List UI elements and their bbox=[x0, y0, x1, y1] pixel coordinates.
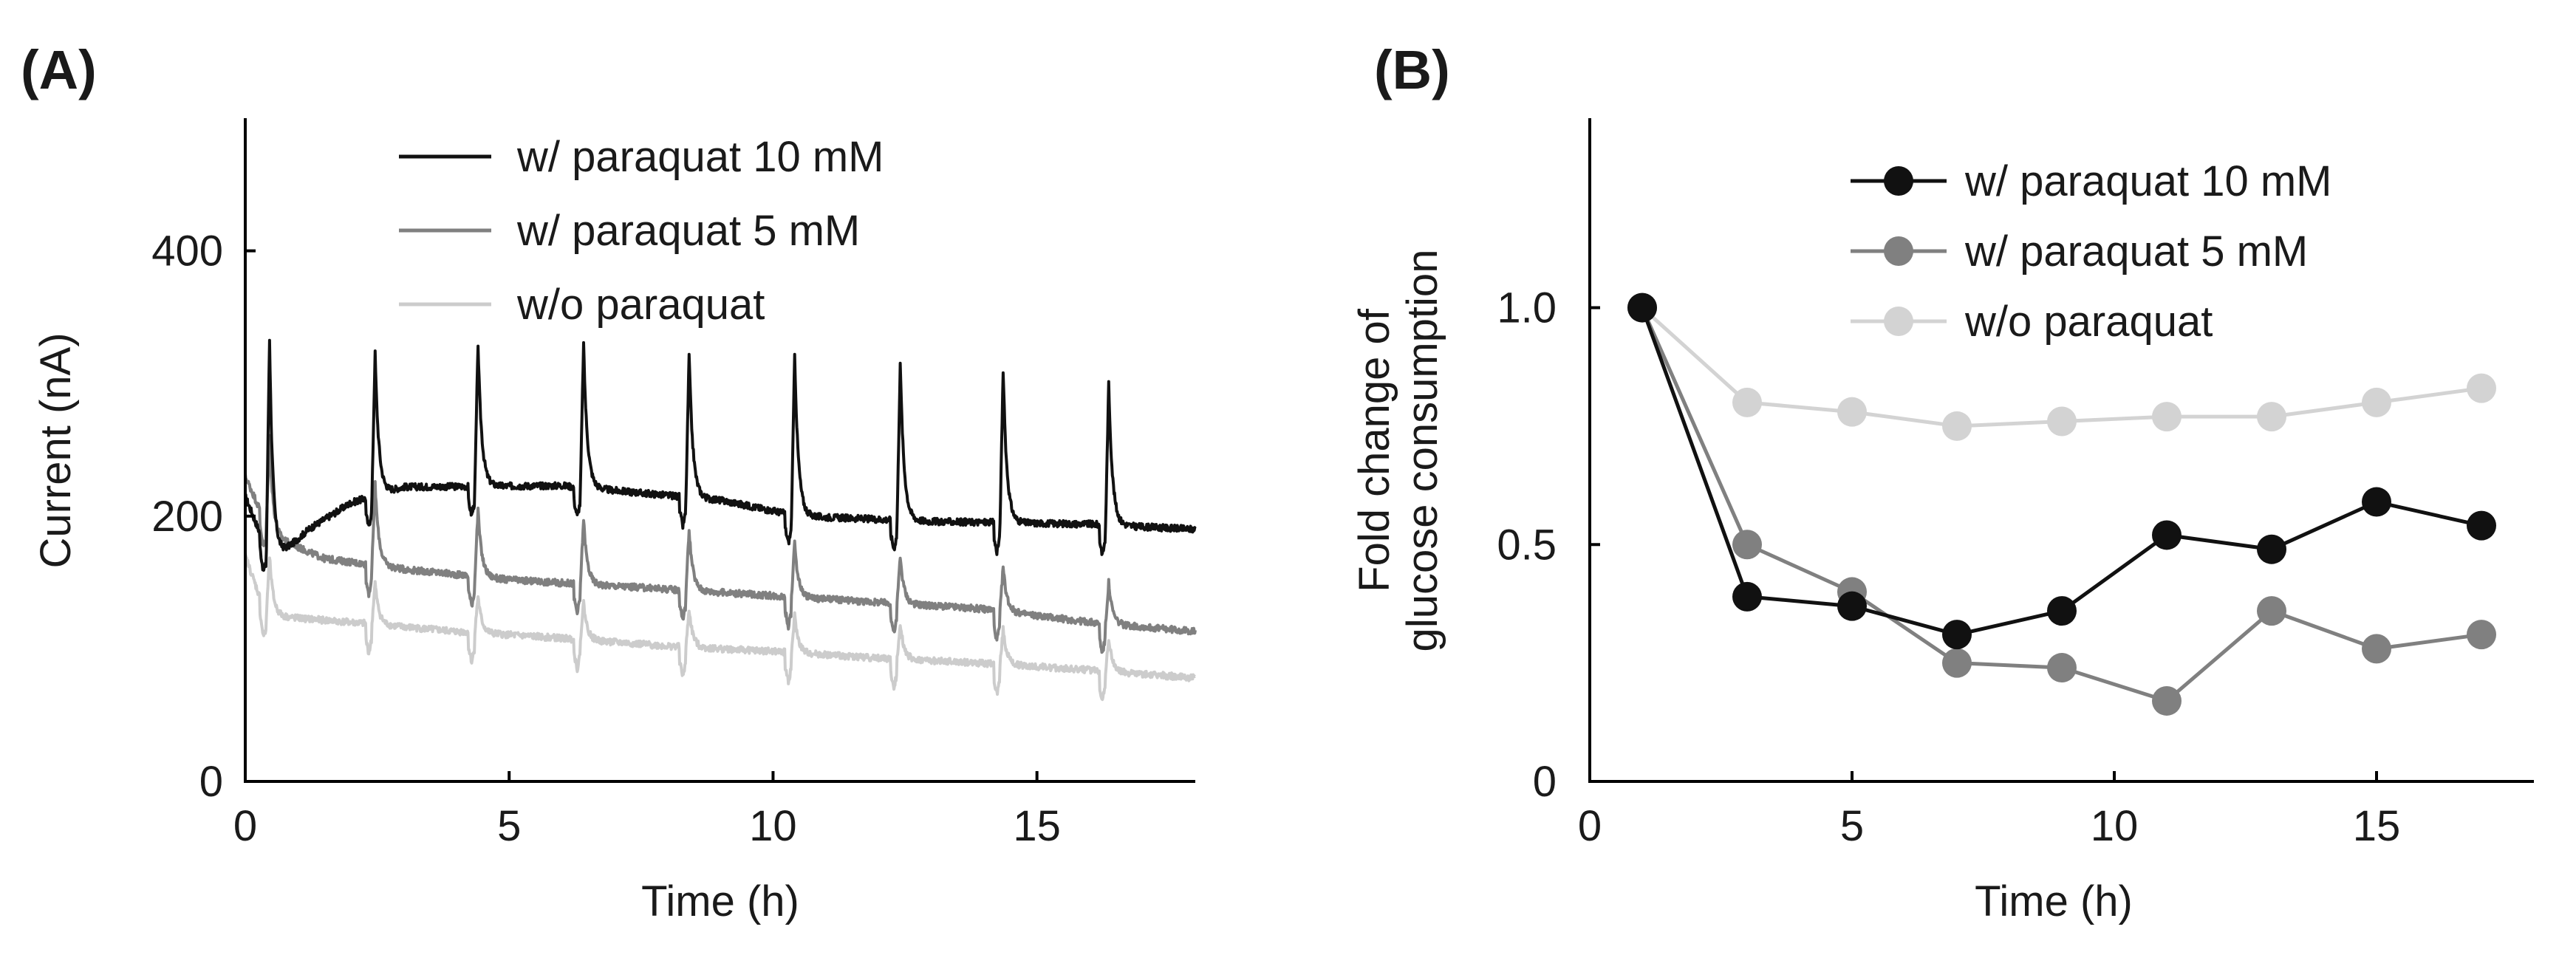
data-point-w-o-paraquat bbox=[2152, 402, 2182, 432]
data-point-w-o-paraquat bbox=[1837, 397, 1867, 427]
y-tick-label: 0 bbox=[1533, 758, 1557, 806]
legend-label-w-paraquat-10-mm: w/ paraquat 10 mM bbox=[1964, 157, 2331, 205]
data-point-w-paraquat-5-mm bbox=[2257, 596, 2286, 626]
data-point-w-o-paraquat bbox=[2362, 387, 2391, 417]
legend-label-w-paraquat-5-mm: w/ paraquat 5 mM bbox=[1964, 227, 2308, 275]
data-point-w-paraquat-10-mm bbox=[1942, 620, 1972, 650]
panel-b-series bbox=[1627, 292, 2496, 716]
panel-a-xlabel: Time (h) bbox=[641, 877, 799, 925]
legend-label-w-paraquat-10-mm: w/ paraquat 10 mM bbox=[516, 133, 884, 181]
x-tick-label: 15 bbox=[1013, 802, 1061, 850]
data-point-w-paraquat-10-mm bbox=[2467, 510, 2496, 541]
series-line-w-paraquat-5-mm bbox=[1640, 307, 2482, 703]
panel-b-ticks: 0 5 10 15 0 0.5 1.0 bbox=[1497, 284, 2400, 850]
series-line-w-o-paraquat bbox=[244, 552, 1197, 702]
data-point-w-o-paraquat bbox=[2467, 373, 2496, 403]
panel-a-series bbox=[244, 338, 1197, 702]
data-point-w-paraquat-5-mm bbox=[2467, 620, 2496, 650]
x-tick-label: 5 bbox=[1840, 802, 1864, 850]
x-tick-label: 0 bbox=[1578, 802, 1602, 850]
data-point-w-o-paraquat bbox=[2257, 402, 2286, 432]
y-tick-label: 0.5 bbox=[1497, 521, 1557, 569]
panel-b-ylabel-line1: Fold change of bbox=[1350, 308, 1398, 592]
panel-b-ylabel-line2: glucose consumption bbox=[1398, 250, 1446, 652]
data-point-w-paraquat-5-mm bbox=[1942, 648, 1972, 678]
panel-a-label: (A) bbox=[21, 39, 97, 100]
y-tick-label: 200 bbox=[151, 493, 223, 541]
data-point-w-paraquat-5-mm bbox=[2047, 653, 2077, 683]
data-point-w-paraquat-10-mm bbox=[2362, 487, 2391, 517]
panel-b-label: (B) bbox=[1374, 39, 1450, 100]
data-point-w-paraquat-10-mm bbox=[2152, 520, 2182, 550]
data-point-w-paraquat-10-mm bbox=[1837, 591, 1867, 621]
panel-b-legend: w/ paraquat 10 mM w/ paraquat 5 mM w/o par… bbox=[1851, 157, 2331, 346]
data-point-w-o-paraquat bbox=[1942, 411, 1972, 441]
legend-label-w-o-paraquat: w/o paraquat bbox=[1964, 298, 2213, 346]
data-point-w-paraquat-10-mm bbox=[2257, 534, 2286, 564]
data-point-w-paraquat-5-mm bbox=[2362, 634, 2391, 664]
y-tick-label: 1.0 bbox=[1497, 284, 1557, 332]
legend-label-w-o-paraquat: w/o paraquat bbox=[516, 281, 765, 329]
x-tick-label: 10 bbox=[2091, 802, 2139, 850]
y-tick-label: 0 bbox=[199, 758, 223, 806]
series-line-w-paraquat-10-mm bbox=[244, 338, 1197, 572]
x-tick-label: 10 bbox=[749, 802, 797, 850]
x-tick-label: 0 bbox=[233, 802, 257, 850]
data-point-w-paraquat-10-mm bbox=[1627, 292, 1657, 323]
panel-a-ylabel: Current (nA) bbox=[32, 332, 80, 568]
legend-marker-w-paraquat-10-mm bbox=[1884, 166, 1913, 196]
panel-a-legend: w/ paraquat 10 mM w/ paraquat 5 mM w/o par… bbox=[399, 133, 884, 329]
data-point-w-o-paraquat bbox=[1732, 387, 1762, 417]
panel-a-ticks: 0 5 10 15 0 200 400 bbox=[151, 227, 1061, 850]
data-point-w-paraquat-5-mm bbox=[1732, 530, 1762, 560]
data-point-w-o-paraquat bbox=[2047, 406, 2077, 437]
series-line-w-paraquat-10-mm bbox=[1640, 307, 2482, 637]
legend-marker-w-paraquat-5-mm bbox=[1884, 236, 1913, 266]
legend-marker-w-o-paraquat bbox=[1884, 307, 1913, 336]
data-point-w-paraquat-10-mm bbox=[2047, 596, 2077, 626]
x-tick-label: 5 bbox=[497, 802, 521, 850]
series-line-w-paraquat-5-mm bbox=[244, 434, 1197, 654]
data-point-w-paraquat-10-mm bbox=[1732, 581, 1762, 612]
y-tick-label: 400 bbox=[151, 227, 223, 275]
legend-label-w-paraquat-5-mm: w/ paraquat 5 mM bbox=[516, 207, 860, 255]
panel-b-xlabel: Time (h) bbox=[1975, 877, 2133, 925]
x-tick-label: 15 bbox=[2353, 802, 2401, 850]
data-point-w-paraquat-5-mm bbox=[2152, 685, 2182, 716]
panel-b: (B) 0 5 10 15 0 0.5 1.0 Time (h) Fold change o… bbox=[1350, 39, 2534, 925]
